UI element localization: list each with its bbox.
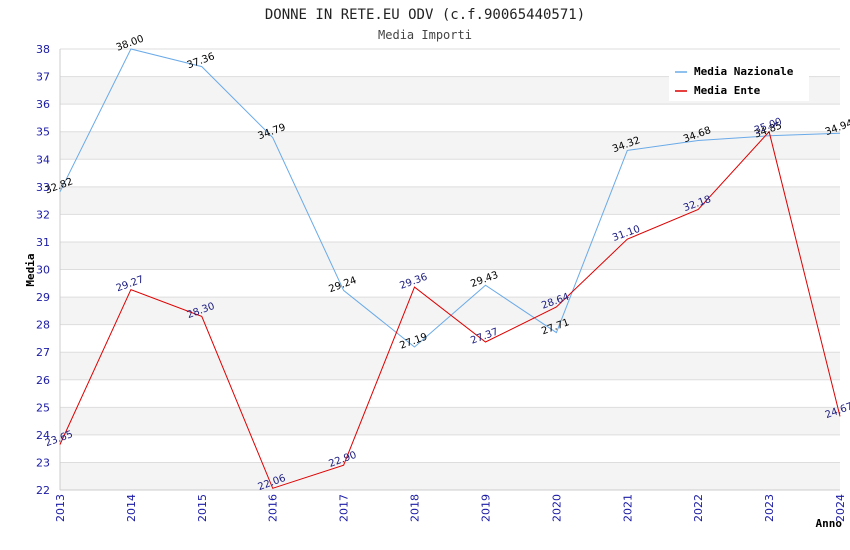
y-tick-label: 27 [36, 346, 50, 359]
plot-band [60, 297, 840, 325]
y-tick-label: 35 [36, 126, 50, 139]
plot-band [60, 104, 840, 132]
y-tick-label: 33 [36, 181, 50, 194]
y-tick-label: 25 [36, 401, 50, 414]
plot-band [60, 324, 840, 353]
y-tick-label: 37 [36, 71, 50, 84]
x-tick-label: 2021 [621, 494, 634, 522]
x-tick-label: 2022 [692, 494, 705, 522]
plot-band [60, 214, 840, 242]
plot-band [60, 159, 840, 187]
x-tick-label: 2017 [338, 494, 351, 522]
y-tick-label: 36 [36, 98, 50, 111]
y-tick-label: 31 [36, 236, 50, 249]
x-tick-label: 2018 [409, 494, 422, 522]
y-tick-label: 32 [36, 208, 50, 221]
x-tick-label: 2013 [54, 494, 67, 522]
chart-title: DONNE IN RETE.EU ODV (c.f.90065440571) [265, 7, 585, 23]
series-line-media-nazionale [59, 48, 841, 348]
legend-box [669, 59, 809, 101]
legend-label-ente: Media Ente [694, 84, 761, 97]
x-tick-label: 2014 [125, 494, 138, 522]
plot-band [60, 186, 840, 215]
plot-band [60, 462, 840, 490]
plot-band [60, 352, 840, 380]
plot-band [60, 434, 840, 463]
axes [59, 49, 840, 491]
y-tick-labels: 22 23 24 25 26 27 28 29 30 31 32 33 34 35 36 37 38 [36, 43, 50, 497]
y-tick-label: 29 [36, 291, 50, 304]
y-tick-label: 26 [36, 374, 50, 387]
legend-label-nazionale: Media Nazionale [694, 65, 794, 78]
y-axis-label: Media [24, 253, 37, 286]
x-tick-labels: 2013 2014 2015 2016 2017 2018 2019 2020 2021 2022… [54, 494, 847, 522]
x-tick-label: 2020 [550, 494, 563, 522]
plot-band [60, 379, 840, 408]
y-tick-label: 38 [36, 43, 50, 56]
plot-band [60, 269, 840, 298]
y-tick-label: 30 [36, 264, 50, 277]
series-lines [59, 48, 841, 489]
x-axis-label: Anno [816, 517, 843, 530]
plot-band [60, 131, 840, 160]
plot-band [60, 241, 840, 270]
gridlines [60, 48, 840, 491]
x-tick-label: 2023 [763, 494, 776, 522]
plot-band [60, 407, 840, 435]
series-line-media-ente [59, 130, 841, 489]
y-tick-label: 34 [36, 153, 50, 166]
plot-bands [60, 49, 840, 490]
y-tick-label: 23 [36, 456, 50, 469]
x-tick-label: 2019 [479, 494, 492, 522]
x-tick-label: 2015 [196, 494, 209, 522]
chart-subtitle: Media Importi [378, 28, 472, 42]
legend: Media Nazionale Media Ente [669, 59, 809, 101]
y-tick-label: 24 [36, 429, 50, 442]
x-tick-label: 2016 [267, 494, 280, 522]
y-tick-label: 22 [36, 484, 50, 497]
y-tick-label: 28 [36, 319, 50, 332]
x-tick-label: 2024 [834, 494, 847, 522]
